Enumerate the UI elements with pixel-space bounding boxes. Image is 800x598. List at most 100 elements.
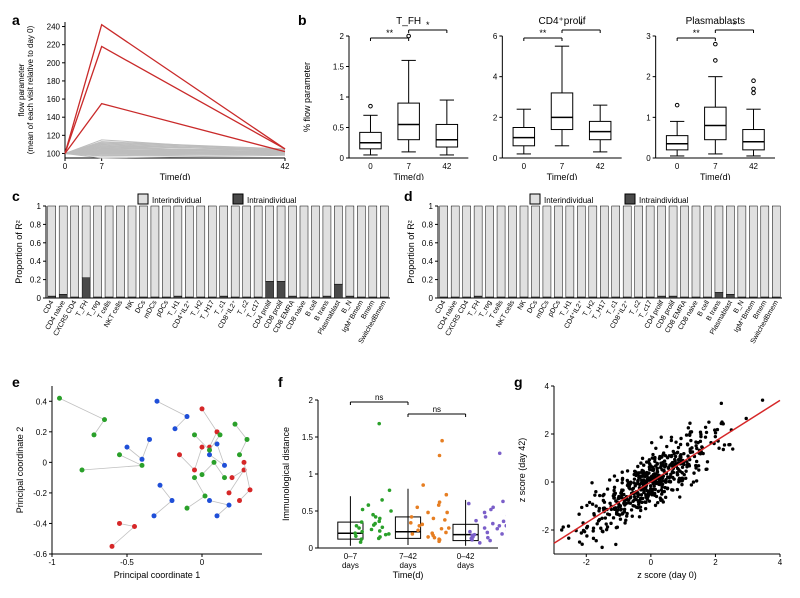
svg-text:Interindividual: Interindividual [544, 196, 594, 205]
svg-text:220: 220 [47, 41, 61, 50]
svg-text:-0.2: -0.2 [33, 489, 47, 498]
chart-f: 00.511.520–7days7–42days0–42daysTime(d)I… [276, 372, 506, 582]
svg-text:Principal coordinate 1: Principal coordinate 1 [114, 570, 201, 580]
svg-text:2: 2 [545, 430, 550, 439]
svg-text:**: ** [693, 28, 701, 38]
panel-c: c 00.20.40.60.81CD4CD4 naiveCXCR5 CD4T_F… [10, 186, 396, 366]
label-e: e [12, 374, 20, 390]
chart-a: 1001201401601802002202400742Time(d)flow … [10, 10, 290, 180]
svg-text:4: 4 [545, 382, 550, 391]
svg-text:2: 2 [646, 73, 651, 82]
svg-text:1: 1 [309, 470, 314, 479]
svg-text:*: * [426, 20, 430, 30]
panel-g: g -2024-2024z score (day 0)z score (day … [512, 372, 788, 582]
label-d: d [404, 188, 413, 204]
svg-text:42: 42 [442, 162, 451, 171]
svg-text:**: ** [386, 28, 394, 38]
svg-text:0.4: 0.4 [30, 257, 42, 266]
label-b: b [298, 12, 307, 28]
label-a: a [12, 12, 20, 28]
label-g: g [514, 374, 523, 390]
svg-text:% flow parameter: % flow parameter [302, 62, 312, 132]
chart-d: 00.20.40.60.81CD4CD4 naiveCXCR5 CD4T_FHT… [402, 186, 788, 366]
svg-text:0: 0 [675, 162, 680, 171]
row-3: e -0.6-0.4-0.200.20.4-1-0.500.5Principal… [10, 372, 790, 582]
svg-text:days: days [342, 561, 359, 570]
svg-text:Time(d): Time(d) [393, 172, 424, 180]
svg-text:0: 0 [309, 544, 314, 553]
svg-text:days: days [400, 561, 417, 570]
svg-text:7: 7 [560, 162, 565, 171]
svg-text:0.5: 0.5 [333, 124, 345, 133]
svg-text:Principal coordinate 2: Principal coordinate 2 [15, 427, 25, 514]
row-2: c 00.20.40.60.81CD4CD4 naiveCXCR5 CD4T_F… [10, 186, 790, 366]
svg-text:7: 7 [406, 162, 411, 171]
svg-text:0: 0 [37, 294, 42, 303]
svg-text:200: 200 [47, 59, 61, 68]
svg-text:z score (day 42): z score (day 42) [517, 438, 527, 503]
figure-grid: a 1001201401601802002202400742Time(d)flo… [10, 10, 790, 582]
svg-text:0: 0 [545, 478, 550, 487]
svg-text:0: 0 [522, 162, 527, 171]
svg-text:1: 1 [646, 113, 651, 122]
chart-g: -2024-2024z score (day 0)z score (day 42… [512, 372, 788, 582]
chart-c: 00.20.40.60.81CD4CD4 naiveCXCR5 CD4T_FHT… [10, 186, 396, 366]
svg-text:0: 0 [649, 558, 654, 567]
svg-text:0.8: 0.8 [422, 220, 434, 229]
svg-text:180: 180 [47, 77, 61, 86]
svg-text:2: 2 [713, 558, 718, 567]
row-1: a 1001201401601802002202400742Time(d)flo… [10, 10, 790, 180]
svg-text:7: 7 [99, 162, 104, 171]
svg-text:4: 4 [778, 558, 783, 567]
svg-text:0.4: 0.4 [36, 397, 48, 406]
svg-text:0.4: 0.4 [422, 257, 434, 266]
svg-text:0: 0 [429, 294, 434, 303]
svg-text:Intraindividual: Intraindividual [247, 196, 297, 205]
svg-text:1: 1 [37, 202, 42, 211]
panel-e: e -0.6-0.4-0.200.20.4-1-0.500.5Principal… [10, 372, 270, 582]
svg-text:T_FH: T_FH [396, 16, 421, 27]
svg-text:240: 240 [47, 23, 61, 32]
svg-text:0.8: 0.8 [30, 220, 42, 229]
svg-text:2: 2 [309, 396, 314, 405]
svg-text:-2: -2 [583, 558, 591, 567]
svg-text:2: 2 [493, 113, 498, 122]
svg-text:0.5: 0.5 [302, 507, 314, 516]
svg-text:z score (day 0): z score (day 0) [637, 570, 697, 580]
svg-text:-0.6: -0.6 [33, 550, 47, 559]
svg-text:0: 0 [200, 558, 205, 567]
label-f: f [278, 374, 283, 390]
svg-text:*: * [733, 20, 737, 30]
svg-text:-0.5: -0.5 [120, 558, 134, 567]
svg-text:1.5: 1.5 [333, 63, 345, 72]
svg-text:42: 42 [596, 162, 605, 171]
svg-text:Time(d): Time(d) [547, 172, 578, 180]
svg-text:Intraindividual: Intraindividual [639, 196, 689, 205]
panel-f: f 00.511.520–7days7–42days0–42daysTime(d… [276, 372, 506, 582]
svg-text:7–42: 7–42 [399, 552, 417, 561]
svg-text:0–42: 0–42 [457, 552, 475, 561]
svg-text:days: days [457, 561, 474, 570]
svg-text:0: 0 [340, 154, 345, 163]
svg-text:42: 42 [749, 162, 758, 171]
svg-text:1.5: 1.5 [302, 433, 314, 442]
svg-text:100: 100 [47, 149, 61, 158]
svg-text:0: 0 [493, 154, 498, 163]
svg-text:Proportion of R²: Proportion of R² [406, 220, 416, 284]
svg-text:Immunological distance: Immunological distance [281, 427, 291, 521]
panel-d: d 00.20.40.60.81CD4CD4 naiveCXCR5 CD4T_F… [402, 186, 788, 366]
svg-text:ns: ns [433, 405, 441, 414]
svg-text:2: 2 [340, 32, 345, 41]
svg-text:(mean of each visit relative t: (mean of each visit relative to day 0) [26, 25, 35, 154]
svg-text:6: 6 [493, 32, 498, 41]
panel-b: b 0 0.5 1 1.5 2 0 7 42 Time(d) % flow parameter T_… [296, 10, 786, 180]
svg-text:0.6: 0.6 [422, 239, 434, 248]
svg-text:0: 0 [43, 458, 48, 467]
svg-text:1: 1 [340, 93, 345, 102]
svg-text:Proportion of R²: Proportion of R² [14, 220, 24, 284]
svg-text:**: ** [539, 28, 547, 38]
svg-text:0: 0 [368, 162, 373, 171]
svg-text:1: 1 [429, 202, 434, 211]
svg-text:Time(d): Time(d) [700, 172, 731, 180]
svg-text:Time(d): Time(d) [393, 570, 424, 580]
